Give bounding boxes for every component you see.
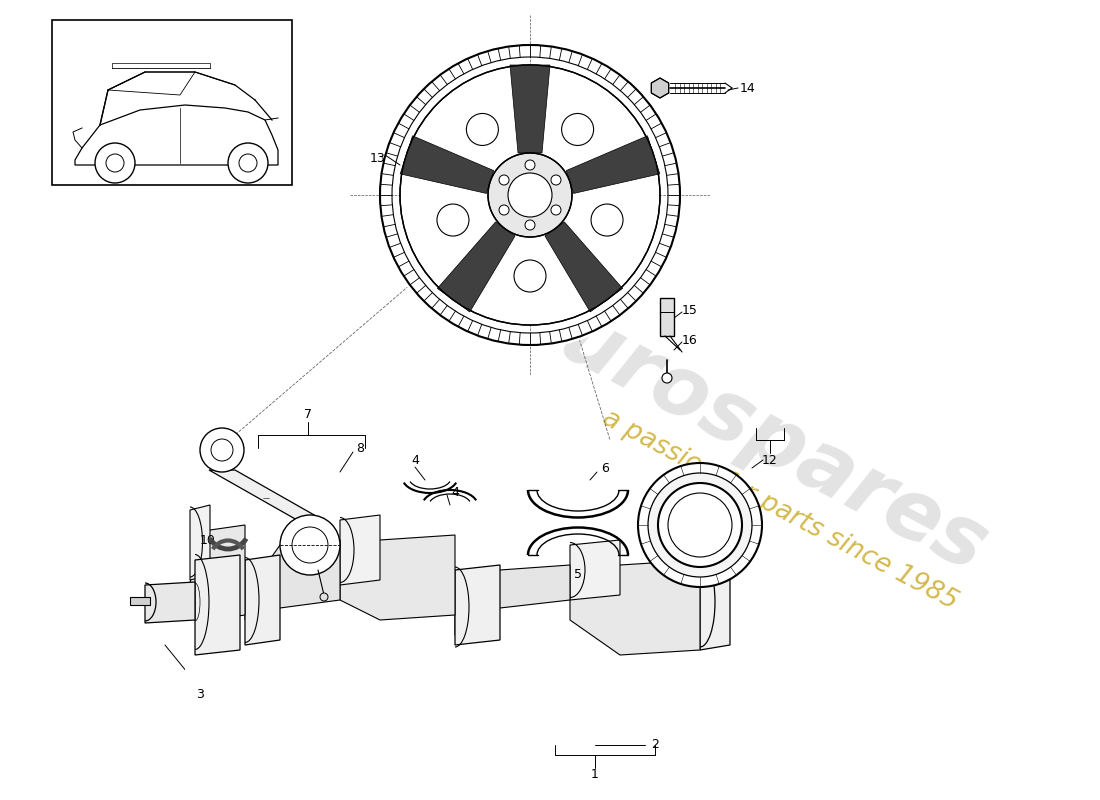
Text: 4: 4 xyxy=(411,454,419,466)
Circle shape xyxy=(525,160,535,170)
Circle shape xyxy=(211,439,233,461)
Circle shape xyxy=(648,473,752,577)
Text: 14: 14 xyxy=(740,82,756,94)
Text: 15: 15 xyxy=(682,303,697,317)
Circle shape xyxy=(662,373,672,383)
Circle shape xyxy=(320,593,328,601)
Circle shape xyxy=(400,65,660,325)
Bar xyxy=(130,597,150,605)
Text: 4: 4 xyxy=(451,486,459,498)
Polygon shape xyxy=(651,78,669,98)
Polygon shape xyxy=(400,136,494,194)
Text: 3: 3 xyxy=(196,689,204,702)
Polygon shape xyxy=(209,470,323,545)
Text: a passion for parts since 1985: a passion for parts since 1985 xyxy=(598,405,962,615)
Circle shape xyxy=(280,515,340,575)
Circle shape xyxy=(551,205,561,215)
Polygon shape xyxy=(566,136,660,194)
Polygon shape xyxy=(190,505,210,580)
Circle shape xyxy=(658,483,742,567)
Circle shape xyxy=(499,205,509,215)
Text: 9: 9 xyxy=(206,562,213,574)
Polygon shape xyxy=(75,105,278,165)
Circle shape xyxy=(377,42,683,348)
Polygon shape xyxy=(544,222,623,312)
Text: 1: 1 xyxy=(591,769,598,782)
Circle shape xyxy=(562,114,594,146)
Circle shape xyxy=(514,260,546,292)
Polygon shape xyxy=(570,540,620,600)
Bar xyxy=(52,20,292,185)
Text: 16: 16 xyxy=(682,334,697,346)
Polygon shape xyxy=(245,540,340,620)
Circle shape xyxy=(525,220,535,230)
Circle shape xyxy=(239,154,257,172)
Polygon shape xyxy=(438,222,515,312)
Circle shape xyxy=(551,175,561,185)
Polygon shape xyxy=(245,555,280,645)
Text: 12: 12 xyxy=(762,454,778,466)
Polygon shape xyxy=(340,515,379,585)
Text: 13: 13 xyxy=(370,151,386,165)
Circle shape xyxy=(95,143,135,183)
Polygon shape xyxy=(340,535,455,620)
Circle shape xyxy=(668,493,732,557)
Circle shape xyxy=(106,154,124,172)
Polygon shape xyxy=(570,560,700,655)
Circle shape xyxy=(228,143,268,183)
Bar xyxy=(185,540,745,740)
Circle shape xyxy=(638,463,762,587)
Polygon shape xyxy=(190,525,245,620)
Circle shape xyxy=(292,527,328,563)
Circle shape xyxy=(499,175,509,185)
Polygon shape xyxy=(700,555,730,650)
Circle shape xyxy=(488,153,572,237)
Polygon shape xyxy=(145,582,195,623)
Circle shape xyxy=(508,173,552,217)
Circle shape xyxy=(591,204,623,236)
Circle shape xyxy=(437,204,469,236)
Text: 7: 7 xyxy=(304,409,312,422)
Text: 2: 2 xyxy=(651,738,659,751)
Text: 5: 5 xyxy=(574,569,582,582)
Text: eurospares: eurospares xyxy=(498,270,1002,590)
Text: 10: 10 xyxy=(200,534,216,546)
Text: 11: 11 xyxy=(674,551,690,565)
Bar xyxy=(660,298,674,336)
Circle shape xyxy=(466,114,498,146)
Polygon shape xyxy=(510,65,550,153)
Polygon shape xyxy=(195,555,240,655)
Text: 6: 6 xyxy=(601,462,609,474)
Polygon shape xyxy=(455,565,570,635)
Polygon shape xyxy=(455,565,500,645)
Text: 8: 8 xyxy=(356,442,364,454)
Circle shape xyxy=(200,428,244,472)
